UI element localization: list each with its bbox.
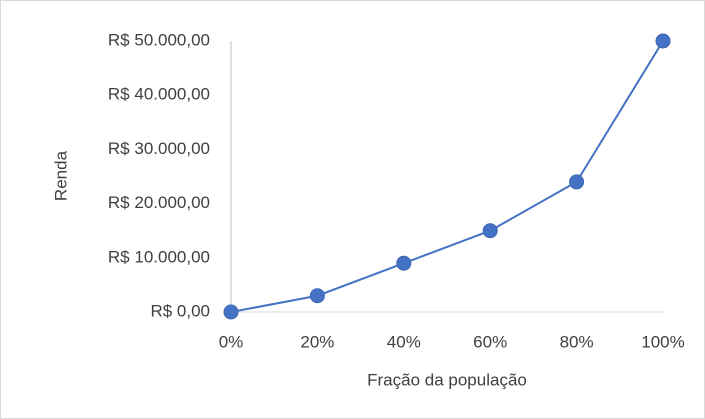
y-tick-label: R$ 40.000,00 xyxy=(108,85,210,104)
marker xyxy=(309,288,325,304)
x-tick-label: 0% xyxy=(219,332,244,351)
marker xyxy=(482,223,498,239)
y-tick-label: R$ 10.000,00 xyxy=(108,247,210,266)
x-tick-label: 100% xyxy=(641,332,684,351)
y-tick-label: R$ 0,00 xyxy=(150,301,210,320)
marker xyxy=(223,304,239,320)
marker xyxy=(569,174,585,190)
y-axis-title: Renda xyxy=(51,150,70,201)
marker xyxy=(396,255,412,271)
x-tick-label: 40% xyxy=(387,332,421,351)
x-tick-label: 60% xyxy=(473,332,507,351)
y-tick-label: R$ 20.000,00 xyxy=(108,193,210,212)
x-tick-label: 20% xyxy=(300,332,334,351)
x-tick-label: 80% xyxy=(560,332,594,351)
y-tick-label: R$ 50.000,00 xyxy=(108,30,210,49)
x-axis-title: Fração da população xyxy=(367,370,527,389)
marker xyxy=(655,33,671,49)
y-tick-label: R$ 30.000,00 xyxy=(108,139,210,158)
line xyxy=(230,40,664,313)
